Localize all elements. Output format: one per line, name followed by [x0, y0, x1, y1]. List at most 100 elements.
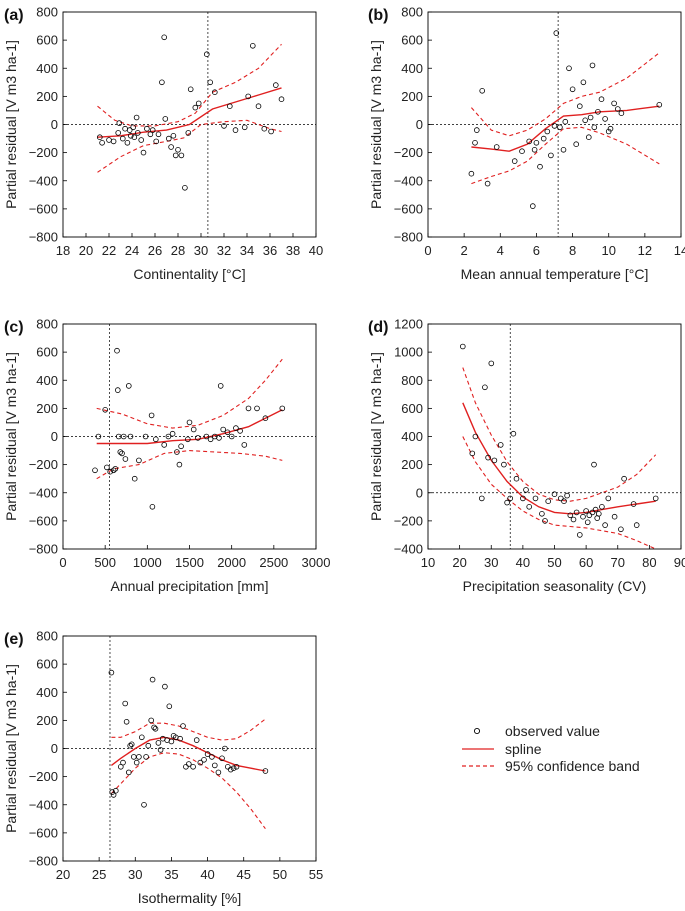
- data-point: [493, 144, 500, 150]
- data-point: [145, 742, 152, 749]
- data-point: [501, 461, 507, 468]
- data-point: [190, 763, 196, 770]
- data-point: [557, 495, 564, 502]
- data-point: [278, 96, 285, 102]
- x-tick-label: 500: [94, 555, 116, 570]
- data-point: [186, 419, 193, 426]
- y-tick-label: −600: [394, 201, 423, 216]
- x-tick-label: 14: [674, 243, 685, 258]
- y-tick-label: 0: [51, 429, 58, 444]
- y-tick-label: 800: [36, 5, 58, 20]
- data-point: [169, 430, 176, 437]
- data-point: [122, 125, 128, 132]
- data-point: [186, 761, 192, 767]
- data-point: [180, 723, 186, 729]
- data-point: [566, 65, 572, 72]
- data-point: [165, 433, 172, 440]
- x-tick-label: 26: [148, 243, 162, 258]
- y-tick-label: −200: [394, 513, 423, 528]
- data-point: [152, 725, 159, 732]
- data-point: [151, 724, 157, 731]
- y-tick-label: 400: [36, 685, 58, 700]
- y-tick-label: 400: [36, 373, 58, 388]
- x-tick-label: 10: [601, 243, 615, 258]
- data-point: [221, 123, 227, 129]
- data-point: [166, 703, 173, 710]
- data-point: [526, 138, 532, 145]
- data-point: [201, 756, 207, 763]
- data-point: [618, 110, 625, 116]
- confidence-band-lower: [111, 752, 266, 830]
- data-point: [117, 449, 124, 455]
- data-point: [195, 100, 202, 107]
- data-point: [261, 125, 268, 132]
- y-tick-label: −400: [29, 485, 58, 500]
- data-point: [122, 700, 128, 707]
- confidence-band-upper: [462, 367, 657, 502]
- legend-spline-label: spline: [505, 741, 542, 757]
- data-point: [197, 759, 204, 766]
- data-point: [573, 509, 580, 516]
- data-point: [607, 125, 614, 132]
- y-axis-label: Partial residual [V m3 ha-1]: [3, 352, 19, 521]
- data-point: [110, 792, 117, 798]
- data-point: [187, 86, 194, 93]
- x-axis-label: Precipitation seasonality (CV): [463, 578, 647, 594]
- confidence-band-upper: [470, 52, 660, 137]
- x-tick-label: 18: [56, 243, 70, 258]
- data-point: [110, 467, 117, 474]
- data-point: [220, 426, 227, 433]
- data-point: [159, 79, 165, 86]
- data-point: [598, 96, 605, 102]
- data-point: [526, 503, 532, 510]
- data-point: [161, 34, 168, 41]
- y-tick-label: −800: [29, 542, 58, 557]
- data-point: [241, 442, 248, 448]
- y-tick-label: 1200: [394, 317, 423, 332]
- data-point: [491, 457, 498, 464]
- data-point: [250, 42, 256, 49]
- data-point: [124, 140, 131, 146]
- data-point: [118, 763, 124, 770]
- data-point: [539, 510, 545, 517]
- data-point: [472, 433, 479, 440]
- data-point: [140, 149, 147, 156]
- x-axis-label: Mean annual temperature [°C]: [461, 266, 649, 282]
- y-tick-label: −600: [29, 825, 58, 840]
- data-point: [153, 436, 159, 443]
- data-point: [589, 509, 596, 516]
- x-tick-label: 20: [56, 867, 70, 882]
- data-point: [548, 152, 554, 159]
- x-tick-label: 90: [674, 555, 685, 570]
- data-point: [131, 475, 138, 482]
- data-point: [562, 118, 569, 125]
- x-tick-label: 30: [484, 555, 498, 570]
- data-point: [468, 170, 475, 177]
- y-tick-label: 200: [36, 713, 58, 728]
- data-point: [630, 501, 637, 507]
- y-tick-label: −200: [29, 145, 58, 160]
- data-point: [149, 127, 156, 133]
- data-point: [576, 532, 583, 538]
- data-point: [510, 430, 517, 437]
- x-tick-label: 40: [309, 243, 323, 258]
- y-tick-label: −200: [394, 145, 423, 160]
- data-point: [161, 442, 168, 448]
- x-tick-label: 2000: [217, 555, 246, 570]
- data-point: [120, 135, 126, 142]
- x-tick-label: 3000: [302, 555, 331, 570]
- y-tick-label: 200: [36, 89, 58, 104]
- legend-band-label: 95% confidence band: [505, 758, 640, 774]
- data-point: [591, 124, 598, 131]
- data-point: [107, 468, 113, 475]
- panel-label: (b): [368, 7, 388, 24]
- chart-panel-b: (b) −800 −600 −400 −200 0 200 400 600 800 0 2 4 6 8 10 1…: [368, 5, 685, 283]
- data-point: [279, 405, 286, 412]
- data-point: [618, 526, 624, 533]
- data-point: [233, 425, 239, 431]
- data-point: [114, 347, 120, 354]
- spline-line: [97, 87, 282, 138]
- x-tick-label: 20: [452, 555, 466, 570]
- data-point: [155, 740, 162, 746]
- data-point: [122, 456, 129, 462]
